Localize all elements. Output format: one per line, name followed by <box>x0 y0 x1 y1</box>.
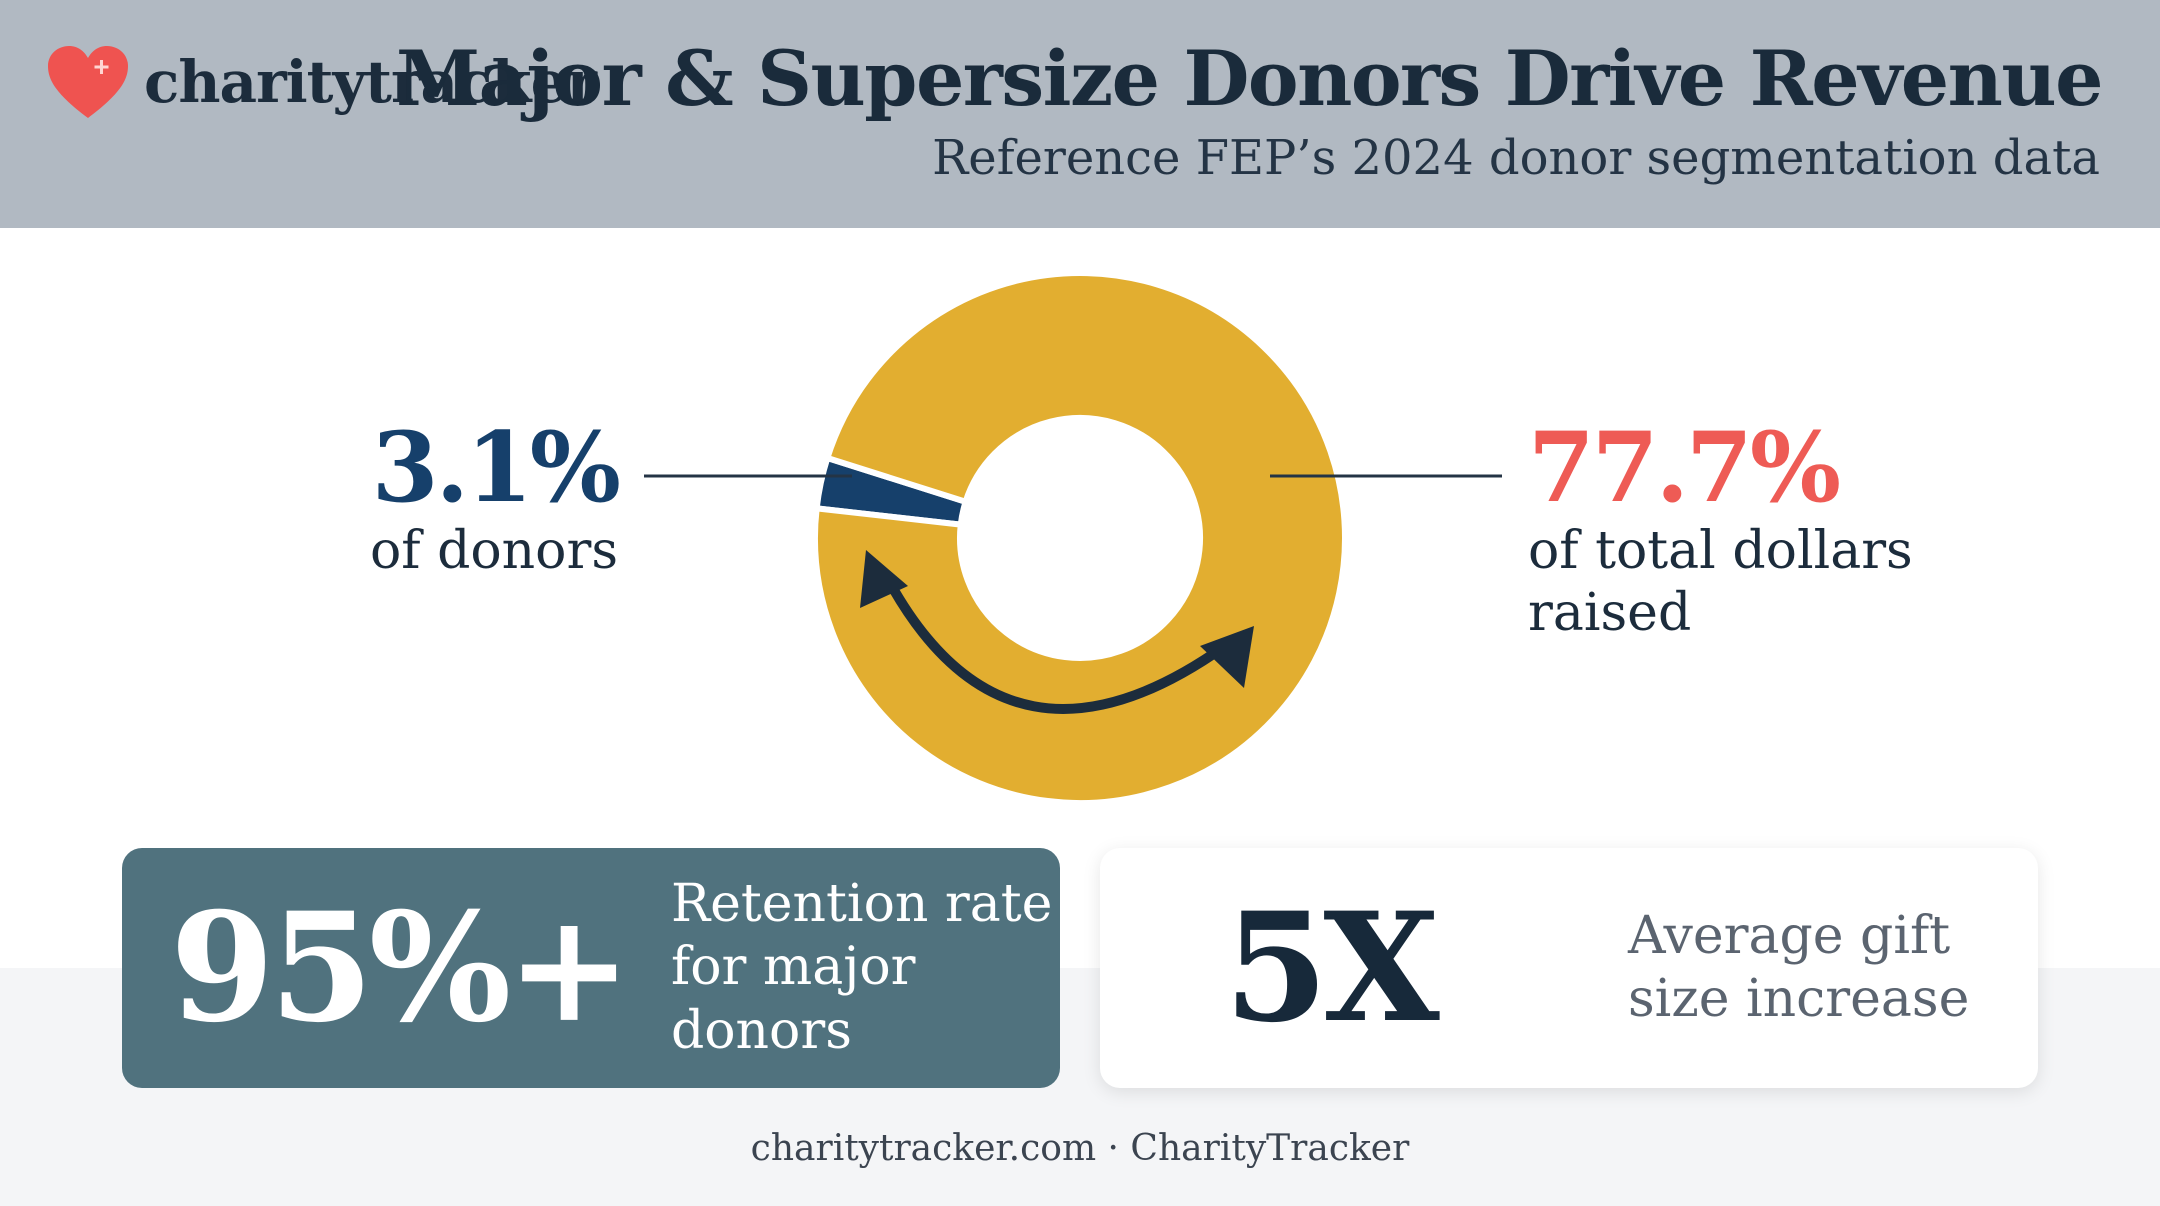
callout-donors: 3.1% of donors <box>369 411 621 582</box>
gift-size-label: Average gift size increase <box>1628 905 1970 1029</box>
retention-metric: 95%+ <box>170 880 632 1056</box>
retention-card: 95%+ Retention rate for major donors <box>122 848 1060 1088</box>
brand-logo[interactable]: charitytracker <box>46 44 597 120</box>
page-subtitle: Reference FEP’s 2024 donor segmentation … <box>932 130 2100 186</box>
callout-dollars: 77.7% of total dollars raised <box>1528 420 1948 645</box>
brand-name: charitytracker <box>144 48 597 116</box>
callout-dollars-label: of total dollars raised <box>1528 521 1913 644</box>
callout-donors-value: 3.1% <box>371 411 621 524</box>
heart-plus-icon <box>48 46 128 118</box>
page-title: Major & Supersize Donors Drive Revenue <box>396 34 2103 123</box>
donut-slice-1 <box>812 270 1348 806</box>
callout-dollars-value: 77.7% <box>1528 411 1841 524</box>
header-banner: charitytracker Major & Supersize Donors … <box>0 0 2160 228</box>
retention-label: Retention rate for major donors <box>670 873 1053 1061</box>
cycle-arrow-icon <box>860 550 1254 714</box>
gift-size-metric: 5X <box>1224 880 1440 1056</box>
gift-size-card: 5X Average gift size increase <box>1100 848 2038 1088</box>
callout-donors-label: of donors <box>369 521 618 581</box>
footer-text[interactable]: charitytracker.com · CharityTracker <box>750 1128 1410 1169</box>
donut-chart <box>644 270 1502 806</box>
